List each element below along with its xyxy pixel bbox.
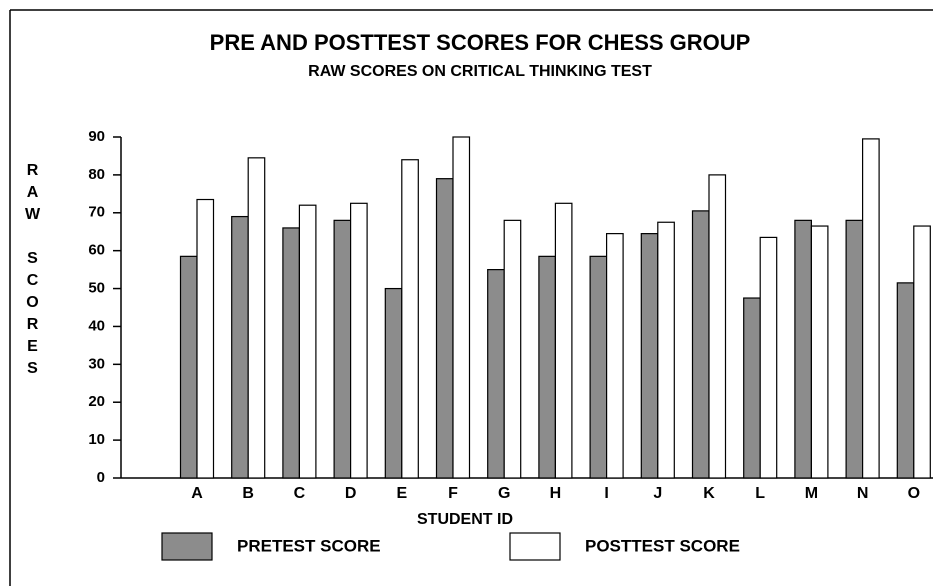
y-tick-label: 80 — [88, 166, 105, 183]
bar — [231, 215, 249, 479]
bar — [452, 136, 471, 479]
bar — [401, 159, 419, 479]
bar — [896, 282, 915, 479]
x-tick-label: D — [345, 485, 357, 502]
legend-swatch — [161, 532, 213, 561]
y-tick-label: 70 — [88, 204, 105, 221]
y-tick-label: 50 — [88, 280, 105, 297]
y-tick-label: 0 — [97, 469, 105, 486]
x-tick-label: I — [604, 485, 608, 502]
x-tick-label: L — [755, 485, 765, 502]
legend-label: PRETEST SCORE — [237, 536, 381, 555]
bar — [435, 178, 454, 479]
x-tick-label: J — [653, 485, 662, 502]
bar — [384, 287, 403, 479]
bar — [640, 233, 659, 479]
bar — [350, 202, 368, 479]
x-tick-label: B — [242, 485, 254, 502]
bar — [333, 219, 352, 479]
bar — [487, 269, 505, 479]
bar — [810, 225, 829, 479]
y-axis-label: RAW SCORES — [24, 162, 41, 382]
bar — [538, 255, 557, 479]
bar — [861, 138, 880, 479]
bar — [247, 157, 266, 479]
bar — [691, 210, 710, 479]
bar — [282, 227, 300, 479]
bar — [554, 202, 573, 479]
x-tick-label: N — [857, 485, 869, 502]
x-axis-label: STUDENT ID — [417, 511, 513, 528]
bar — [845, 219, 864, 479]
x-tick-label: F — [448, 485, 458, 502]
chart-subtitle: RAW SCORES ON CRITICAL THINKING TEST — [308, 63, 652, 80]
bar — [298, 204, 317, 479]
y-tick-label: 40 — [88, 317, 105, 334]
y-tick-label: 10 — [88, 431, 105, 448]
legend-label: POSTTEST SCORE — [585, 536, 740, 555]
bar — [605, 233, 624, 479]
x-tick-label: O — [908, 485, 920, 502]
x-tick-label: M — [805, 485, 818, 502]
bar — [743, 297, 761, 479]
x-tick-label: E — [396, 485, 407, 502]
x-tick-label: C — [294, 485, 306, 502]
bar — [179, 255, 198, 479]
y-tick-label: 30 — [88, 355, 105, 372]
bar — [794, 219, 813, 479]
bar — [589, 255, 608, 479]
x-tick-label: H — [550, 485, 562, 502]
x-tick-label: A — [191, 485, 203, 502]
x-tick-label: K — [703, 485, 715, 502]
bar — [913, 225, 931, 479]
y-tick-label: 90 — [88, 128, 105, 145]
bar — [708, 174, 727, 479]
y-tick-label: 60 — [88, 242, 105, 259]
legend-swatch — [509, 532, 561, 561]
bar — [196, 198, 215, 479]
bar — [503, 219, 522, 479]
x-tick-label: G — [498, 485, 510, 502]
bar — [657, 221, 675, 479]
y-tick-label: 20 — [88, 393, 105, 410]
chart-title: PRE AND POSTTEST SCORES FOR CHESS GROUP — [210, 30, 751, 55]
bar — [759, 236, 778, 479]
